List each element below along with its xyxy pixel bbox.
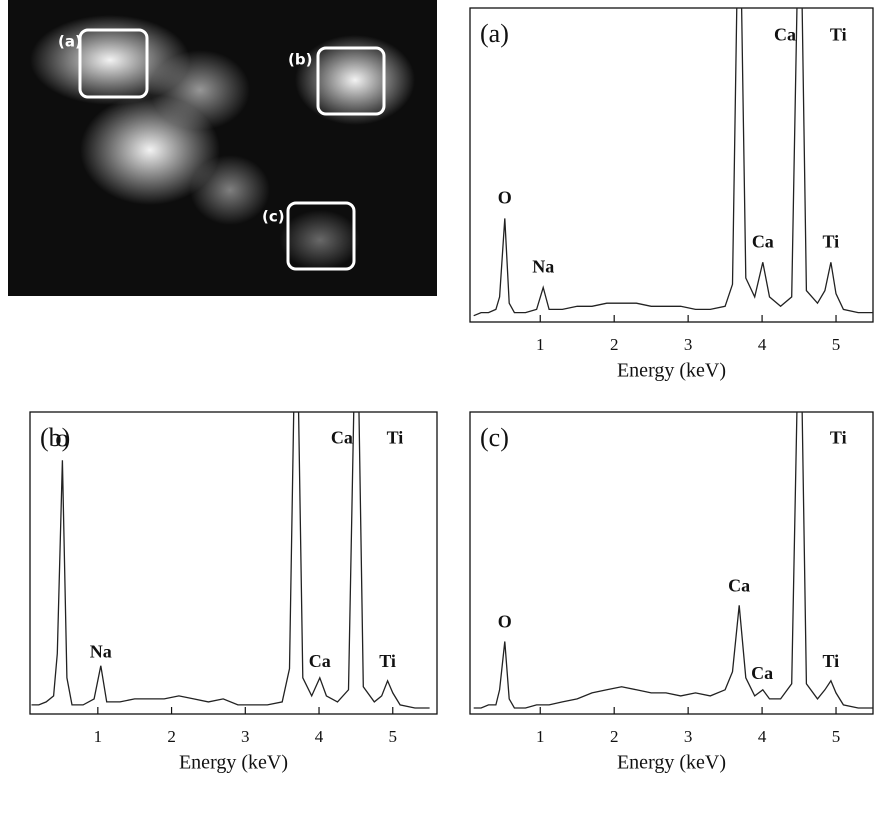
- peak-label: Ti: [830, 427, 847, 447]
- peak-label: Na: [90, 642, 112, 662]
- x-tick-label: 4: [758, 727, 767, 746]
- x-tick-label: 5: [389, 727, 398, 746]
- peak-label: Ca: [774, 24, 796, 44]
- x-tick-label: 1: [536, 335, 545, 354]
- peak-label: Ca: [331, 427, 353, 447]
- peak-label: Ca: [751, 663, 773, 683]
- panel-label: (b): [40, 423, 70, 452]
- panel-label: (c): [480, 423, 509, 452]
- peak-label: O: [498, 612, 512, 632]
- spectrum-line: [473, 412, 873, 709]
- x-tick-label: 3: [684, 727, 693, 746]
- x-tick-label: 3: [684, 335, 693, 354]
- x-tick-label: 3: [241, 727, 250, 746]
- peak-label: Ti: [823, 651, 840, 671]
- peak-label: Ti: [830, 24, 847, 44]
- micrograph: (a) (b) (c): [8, 0, 437, 296]
- peak-label: Ca: [728, 575, 750, 595]
- region-label: (c): [262, 208, 285, 226]
- x-tick-label: 5: [832, 727, 841, 746]
- peak-label: O: [498, 188, 512, 208]
- x-tick-label: 1: [94, 727, 103, 746]
- panel-label: (a): [480, 19, 509, 48]
- plot-frame: [469, 411, 874, 715]
- peak-label: O: [55, 430, 69, 450]
- x-tick-label: 2: [610, 727, 619, 746]
- plot-frame: [469, 7, 874, 323]
- peak-label: Ca: [309, 651, 331, 671]
- x-axis-label: Energy (keV): [179, 752, 288, 774]
- spectrum-line: [473, 8, 873, 317]
- peak-label: Ca: [752, 232, 774, 252]
- x-tick-label: 4: [315, 727, 324, 746]
- peak-label: Ti: [387, 427, 404, 447]
- x-axis-label: Energy (keV): [617, 360, 726, 382]
- spectrum-panel: 1 2 3 4 5 O Ca Ca Ti Ti Energy (keV) (c): [469, 411, 874, 774]
- peak-label: Ti: [823, 232, 840, 252]
- x-tick-label: 2: [167, 727, 176, 746]
- region-label: (b): [288, 51, 312, 69]
- x-tick-label: 4: [758, 335, 767, 354]
- spectrum-panel: 1 2 3 4 5 O Na Ca Ti Ca Ti Energy (keV) (a): [469, 7, 874, 382]
- spectrum-line: [31, 412, 430, 709]
- x-tick-label: 2: [610, 335, 619, 354]
- peak-label: Na: [532, 257, 554, 277]
- spectrum-panel: 1 2 3 4 5 O Na Ca Ti Ca Ti Energy (keV) (b): [29, 411, 438, 774]
- x-axis-label: Energy (keV): [617, 752, 726, 774]
- x-tick-label: 1: [536, 727, 545, 746]
- plot-frame: [29, 411, 438, 715]
- x-tick-label: 5: [832, 335, 841, 354]
- region-label: (a): [58, 33, 82, 51]
- peak-label: Ti: [379, 651, 396, 671]
